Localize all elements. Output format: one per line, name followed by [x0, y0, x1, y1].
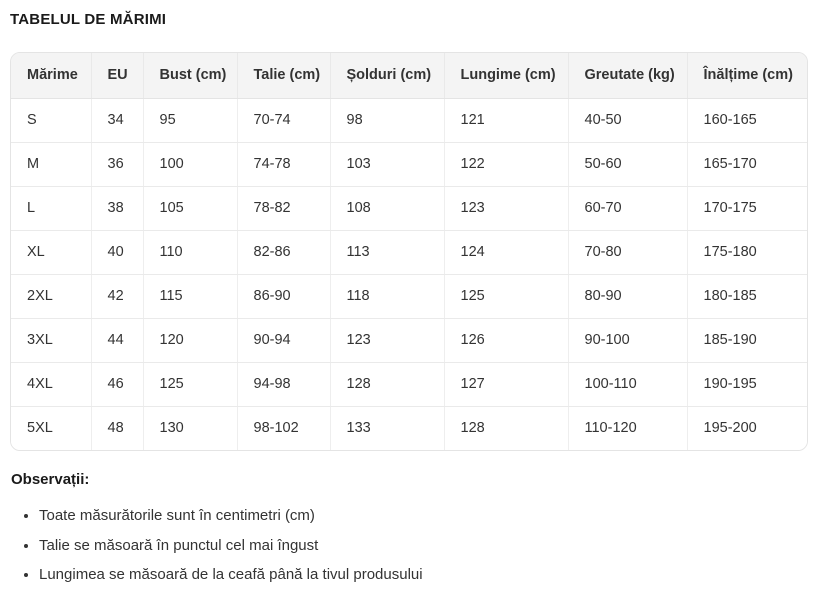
notes-heading: Observații: [11, 471, 90, 488]
table-cell: 195-200 [687, 406, 807, 450]
table-cell: 38 [91, 186, 144, 231]
table-cell: 175-180 [687, 230, 807, 275]
column-header: Șolduri (cm) [330, 53, 445, 99]
column-header: Bust (cm) [143, 53, 238, 99]
table-cell: 74-78 [237, 142, 331, 187]
table-cell: 118 [330, 274, 445, 319]
size-label-cell: 3XL [11, 318, 92, 363]
column-header: Mărime [11, 53, 92, 99]
column-header: EU [91, 53, 144, 99]
size-label-cell: L [11, 186, 92, 231]
table-cell: 120 [143, 318, 238, 363]
table-cell: 103 [330, 142, 445, 187]
table-cell: 133 [330, 406, 445, 450]
table-cell: 128 [444, 406, 569, 450]
table-cell: 130 [143, 406, 238, 450]
note-item: Toate măsurătorile sunt în centimetri (c… [39, 501, 811, 531]
table-cell: 125 [444, 274, 569, 319]
table-cell: 190-195 [687, 362, 807, 407]
table-cell: 113 [330, 230, 445, 275]
table-cell: 124 [444, 230, 569, 275]
size-label-cell: S [11, 98, 92, 143]
table-cell: 90-100 [568, 318, 688, 363]
size-table-body: S 34 95 70-74 98 121 40-50 160-165 M 36 100 74-78 10… [11, 98, 807, 450]
table-cell: 127 [444, 362, 569, 407]
table-cell: 123 [444, 186, 569, 231]
size-table-head-row: Mărime EU Bust (cm) Talie (cm) Șolduri (cm) L… [11, 53, 807, 99]
table-cell: 122 [444, 142, 569, 187]
note-item: Lungimea se măsoară de la ceafă până la … [39, 560, 811, 590]
table-cell: 36 [91, 142, 144, 187]
table-cell: 48 [91, 406, 144, 450]
table-cell: 50-60 [568, 142, 688, 187]
table-cell: 70-80 [568, 230, 688, 275]
column-header: Talie (cm) [237, 53, 331, 99]
table-cell: 121 [444, 98, 569, 143]
table-row: XL 40 110 82-86 113 124 70-80 175-180 [11, 230, 807, 275]
table-cell: 108 [330, 186, 445, 231]
table-cell: 82-86 [237, 230, 331, 275]
table-row: 5XL 48 130 98-102 133 128 110-120 195-200 [11, 406, 807, 450]
table-cell: 125 [143, 362, 238, 407]
size-table-card: Mărime EU Bust (cm) Talie (cm) Șolduri (cm) L… [10, 52, 808, 451]
table-cell: 126 [444, 318, 569, 363]
table-cell: 60-70 [568, 186, 688, 231]
table-row: 2XL 42 115 86-90 118 125 80-90 180-185 [11, 274, 807, 319]
table-cell: 98 [330, 98, 445, 143]
table-cell: 128 [330, 362, 445, 407]
table-cell: 100-110 [568, 362, 688, 407]
table-cell: 44 [91, 318, 144, 363]
table-cell: 70-74 [237, 98, 331, 143]
table-cell: 94-98 [237, 362, 331, 407]
table-cell: 46 [91, 362, 144, 407]
table-cell: 86-90 [237, 274, 331, 319]
table-cell: 180-185 [687, 274, 807, 319]
table-cell: 80-90 [568, 274, 688, 319]
table-cell: 42 [91, 274, 144, 319]
table-row: 4XL 46 125 94-98 128 127 100-110 190-195 [11, 362, 807, 407]
size-label-cell: 2XL [11, 274, 92, 319]
column-header: Înălțime (cm) [687, 53, 807, 99]
table-cell: 185-190 [687, 318, 807, 363]
table-row: M 36 100 74-78 103 122 50-60 165-170 [11, 142, 807, 187]
notes-list: Toate măsurătorile sunt în centimetri (c… [39, 501, 811, 590]
table-row: S 34 95 70-74 98 121 40-50 160-165 [11, 98, 807, 143]
table-cell: 123 [330, 318, 445, 363]
table-cell: 40 [91, 230, 144, 275]
table-row: L 38 105 78-82 108 123 60-70 170-175 [11, 186, 807, 231]
table-cell: 110-120 [568, 406, 688, 450]
table-cell: 110 [143, 230, 238, 275]
size-label-cell: M [11, 142, 92, 187]
page-title: TABELUL DE MĂRIMI [10, 11, 167, 28]
table-cell: 105 [143, 186, 238, 231]
table-cell: 165-170 [687, 142, 807, 187]
table-cell: 100 [143, 142, 238, 187]
notes-section: Observații: Toate măsurătorile sunt în c… [10, 471, 811, 590]
size-label-cell: 4XL [11, 362, 92, 407]
table-cell: 160-165 [687, 98, 807, 143]
table-cell: 170-175 [687, 186, 807, 231]
note-item: Talie se măsoară în punctul cel mai îngu… [39, 531, 811, 561]
table-cell: 98-102 [237, 406, 331, 450]
table-cell: 34 [91, 98, 144, 143]
column-header: Greutate (kg) [568, 53, 688, 99]
table-cell: 78-82 [237, 186, 331, 231]
table-cell: 95 [143, 98, 238, 143]
column-header: Lungime (cm) [444, 53, 569, 99]
table-cell: 90-94 [237, 318, 331, 363]
table-row: 3XL 44 120 90-94 123 126 90-100 185-190 [11, 318, 807, 363]
size-label-cell: XL [11, 230, 92, 275]
size-table: Mărime EU Bust (cm) Talie (cm) Șolduri (cm) L… [11, 53, 807, 450]
table-cell: 40-50 [568, 98, 688, 143]
size-label-cell: 5XL [11, 406, 92, 450]
table-cell: 115 [143, 274, 238, 319]
